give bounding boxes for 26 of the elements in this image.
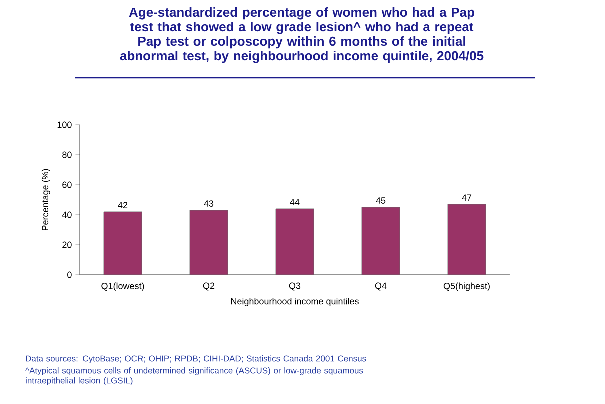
y-tick-label: 100 <box>58 122 72 128</box>
y-tick-label: 20 <box>62 242 72 248</box>
data-label: 45 <box>376 198 386 204</box>
data-label: 43 <box>204 200 214 207</box>
bar <box>104 212 142 275</box>
data-label: 44 <box>290 199 300 206</box>
y-tick-label: 80 <box>62 152 72 158</box>
data-label: 47 <box>462 194 472 201</box>
x-tick-label: Q5(highest) <box>444 282 490 292</box>
bar <box>362 207 400 275</box>
y-tick-label: 60 <box>62 182 72 188</box>
bar <box>448 204 486 275</box>
x-tick-label: Q1(lowest) <box>102 282 144 292</box>
text: ^Atypical squamous cells of undetermined significance (ASCUS) or low-grade squamous intraepithelial lesion (LGSIL) <box>26 368 364 386</box>
y-tick-label: 0 <box>68 272 72 278</box>
text: Data sources: CytoBase; OCR; OHIP; RPDB; CIHI-DAD; Statistics Canada 2001 Census <box>26 356 366 364</box>
x-tick-label: Q2 <box>203 282 215 291</box>
y-axis-title: Percentage (%) <box>42 169 50 231</box>
bar <box>276 208 314 275</box>
x-tick-label: Q4 <box>375 282 387 291</box>
x-tick-label: Q3 <box>289 282 301 291</box>
data-label: 42 <box>118 202 128 208</box>
bar <box>190 210 228 275</box>
x-axis-title: Neighbourhood income quintiles <box>231 298 359 306</box>
chart-title: Age-standardized percentage of women who had a Pap test that showed a low grade lesion^ who had a repeat Pap test or colposcopy within 6 months of the initial abnormal test, by neighbourhood income quintile, 2004/05 <box>120 8 484 64</box>
y-tick-label: 40 <box>62 212 72 218</box>
